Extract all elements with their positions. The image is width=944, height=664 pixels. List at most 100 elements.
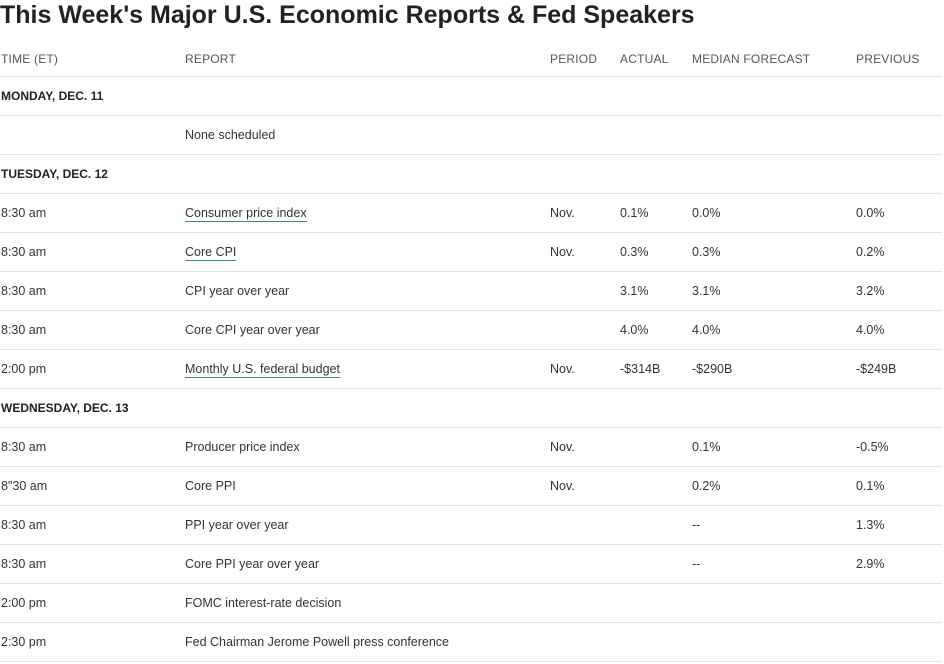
previous-cell: 3.2% <box>855 271 942 311</box>
median-forecast-cell: 0.0% <box>691 193 855 233</box>
header-row: TIME (ET) REPORT PERIOD ACTUAL MEDIAN FO… <box>0 42 942 77</box>
table-row: 8:30 am Core PPI year over year -- 2.9% <box>0 544 942 584</box>
report-cell: Monthly U.S. federal budget <box>184 349 549 389</box>
previous-cell <box>855 583 942 623</box>
report-link[interactable]: Core CPI <box>185 245 237 261</box>
actual-cell <box>619 427 691 467</box>
previous-cell: -$249B <box>855 349 942 389</box>
median-forecast-cell <box>691 115 855 155</box>
report-cell: FOMC interest-rate decision <box>184 583 549 623</box>
table-row: 8:30 am Consumer price index Nov. 0.1% 0.0% 0… <box>0 193 942 233</box>
median-forecast-cell: 0.3% <box>691 232 855 272</box>
median-forecast-cell: 3.1% <box>691 271 855 311</box>
actual-cell: 4.0% <box>619 310 691 350</box>
period-cell <box>549 544 619 584</box>
page-title: This Week's Major U.S. Economic Reports … <box>0 1 695 29</box>
time-cell: 8:30 am <box>0 544 184 584</box>
actual-cell <box>619 115 691 155</box>
report-link[interactable]: Consumer price index <box>185 206 307 222</box>
period-cell <box>549 310 619 350</box>
period-cell <box>549 505 619 545</box>
median-forecast-cell: -$290B <box>691 349 855 389</box>
period-cell: Nov. <box>549 232 619 272</box>
table-row: 2:00 pm Monthly U.S. federal budget Nov. -$… <box>0 349 942 389</box>
column-header-previous: PREVIOUS <box>855 42 942 77</box>
column-header-median-forecast: MEDIAN FORECAST <box>691 42 855 77</box>
previous-cell: -0.5% <box>855 427 942 467</box>
median-forecast-cell: 0.2% <box>691 466 855 506</box>
actual-cell: 0.3% <box>619 232 691 272</box>
time-cell: 2:30 pm <box>0 622 184 662</box>
period-cell: Nov. <box>549 193 619 233</box>
column-header-period: PERIOD <box>549 42 619 77</box>
median-forecast-cell <box>691 583 855 623</box>
actual-cell <box>619 505 691 545</box>
period-cell: Nov. <box>549 349 619 389</box>
report-cell: None scheduled <box>184 115 549 155</box>
period-cell: Nov. <box>549 427 619 467</box>
report-cell: CPI year over year <box>184 271 549 311</box>
previous-cell: 0.2% <box>855 232 942 272</box>
previous-cell: 4.0% <box>855 310 942 350</box>
table-row: 8:30 am PPI year over year -- 1.3% <box>0 505 942 545</box>
time-cell: 8:30 am <box>0 193 184 233</box>
actual-cell <box>619 544 691 584</box>
actual-cell: 3.1% <box>619 271 691 311</box>
time-cell: 8:30 am <box>0 232 184 272</box>
time-cell <box>0 115 184 155</box>
table-row: 8:30 am CPI year over year 3.1% 3.1% 3.2% <box>0 271 942 311</box>
period-cell <box>549 271 619 311</box>
report-cell: Producer price index <box>184 427 549 467</box>
actual-cell: -$314B <box>619 349 691 389</box>
report-cell: Core PPI year over year <box>184 544 549 584</box>
median-forecast-cell: -- <box>691 544 855 584</box>
time-cell: 2:00 pm <box>0 583 184 623</box>
table-row: 8:30 am Core CPI year over year 4.0% 4.0% 4.… <box>0 310 942 350</box>
day-header-row: TUESDAY, DEC. 12 <box>0 154 942 194</box>
table-row: 2:00 pm FOMC interest-rate decision <box>0 583 942 623</box>
table-row: 8:30 am Producer price index Nov. 0.1% -0.5% <box>0 427 942 467</box>
time-cell: 8:30 am <box>0 505 184 545</box>
report-cell: Consumer price index <box>184 193 549 233</box>
previous-cell <box>855 622 942 662</box>
period-cell: Nov. <box>549 466 619 506</box>
actual-cell <box>619 466 691 506</box>
median-forecast-cell: -- <box>691 505 855 545</box>
time-cell: 8:30 am <box>0 310 184 350</box>
day-label: WEDNESDAY, DEC. 13 <box>0 388 942 428</box>
table-row: 8"30 am Core PPI Nov. 0.2% 0.1% <box>0 466 942 506</box>
table-row: None scheduled <box>0 115 942 155</box>
report-cell: Fed Chairman Jerome Powell press confere… <box>184 622 549 662</box>
table-header: TIME (ET) REPORT PERIOD ACTUAL MEDIAN FO… <box>0 42 942 77</box>
day-label: MONDAY, DEC. 11 <box>0 76 942 116</box>
previous-cell: 0.0% <box>855 193 942 233</box>
table-row: 2:30 pm Fed Chairman Jerome Powell press … <box>0 622 942 662</box>
previous-cell: 1.3% <box>855 505 942 545</box>
actual-cell <box>619 622 691 662</box>
period-cell <box>549 583 619 623</box>
previous-cell: 0.1% <box>855 466 942 506</box>
time-cell: 8:30 am <box>0 271 184 311</box>
actual-cell: 0.1% <box>619 193 691 233</box>
report-link[interactable]: Monthly U.S. federal budget <box>185 362 340 378</box>
report-cell: PPI year over year <box>184 505 549 545</box>
day-header-row: MONDAY, DEC. 11 <box>0 76 942 116</box>
previous-cell <box>855 115 942 155</box>
median-forecast-cell <box>691 622 855 662</box>
report-cell: Core CPI <box>184 232 549 272</box>
economic-reports-table: TIME (ET) REPORT PERIOD ACTUAL MEDIAN FO… <box>0 42 942 662</box>
time-cell: 8:30 am <box>0 427 184 467</box>
median-forecast-cell: 4.0% <box>691 310 855 350</box>
median-forecast-cell: 0.1% <box>691 427 855 467</box>
day-header-row: WEDNESDAY, DEC. 13 <box>0 388 942 428</box>
column-header-actual: ACTUAL <box>619 42 691 77</box>
table-body: MONDAY, DEC. 11 None scheduled TUESDAY, DE… <box>0 76 942 662</box>
table-row: 8:30 am Core CPI Nov. 0.3% 0.3% 0.2% <box>0 232 942 272</box>
column-header-report: REPORT <box>184 42 549 77</box>
period-cell <box>549 622 619 662</box>
actual-cell <box>619 583 691 623</box>
time-cell: 2:00 pm <box>0 349 184 389</box>
time-cell: 8"30 am <box>0 466 184 506</box>
period-cell <box>549 115 619 155</box>
